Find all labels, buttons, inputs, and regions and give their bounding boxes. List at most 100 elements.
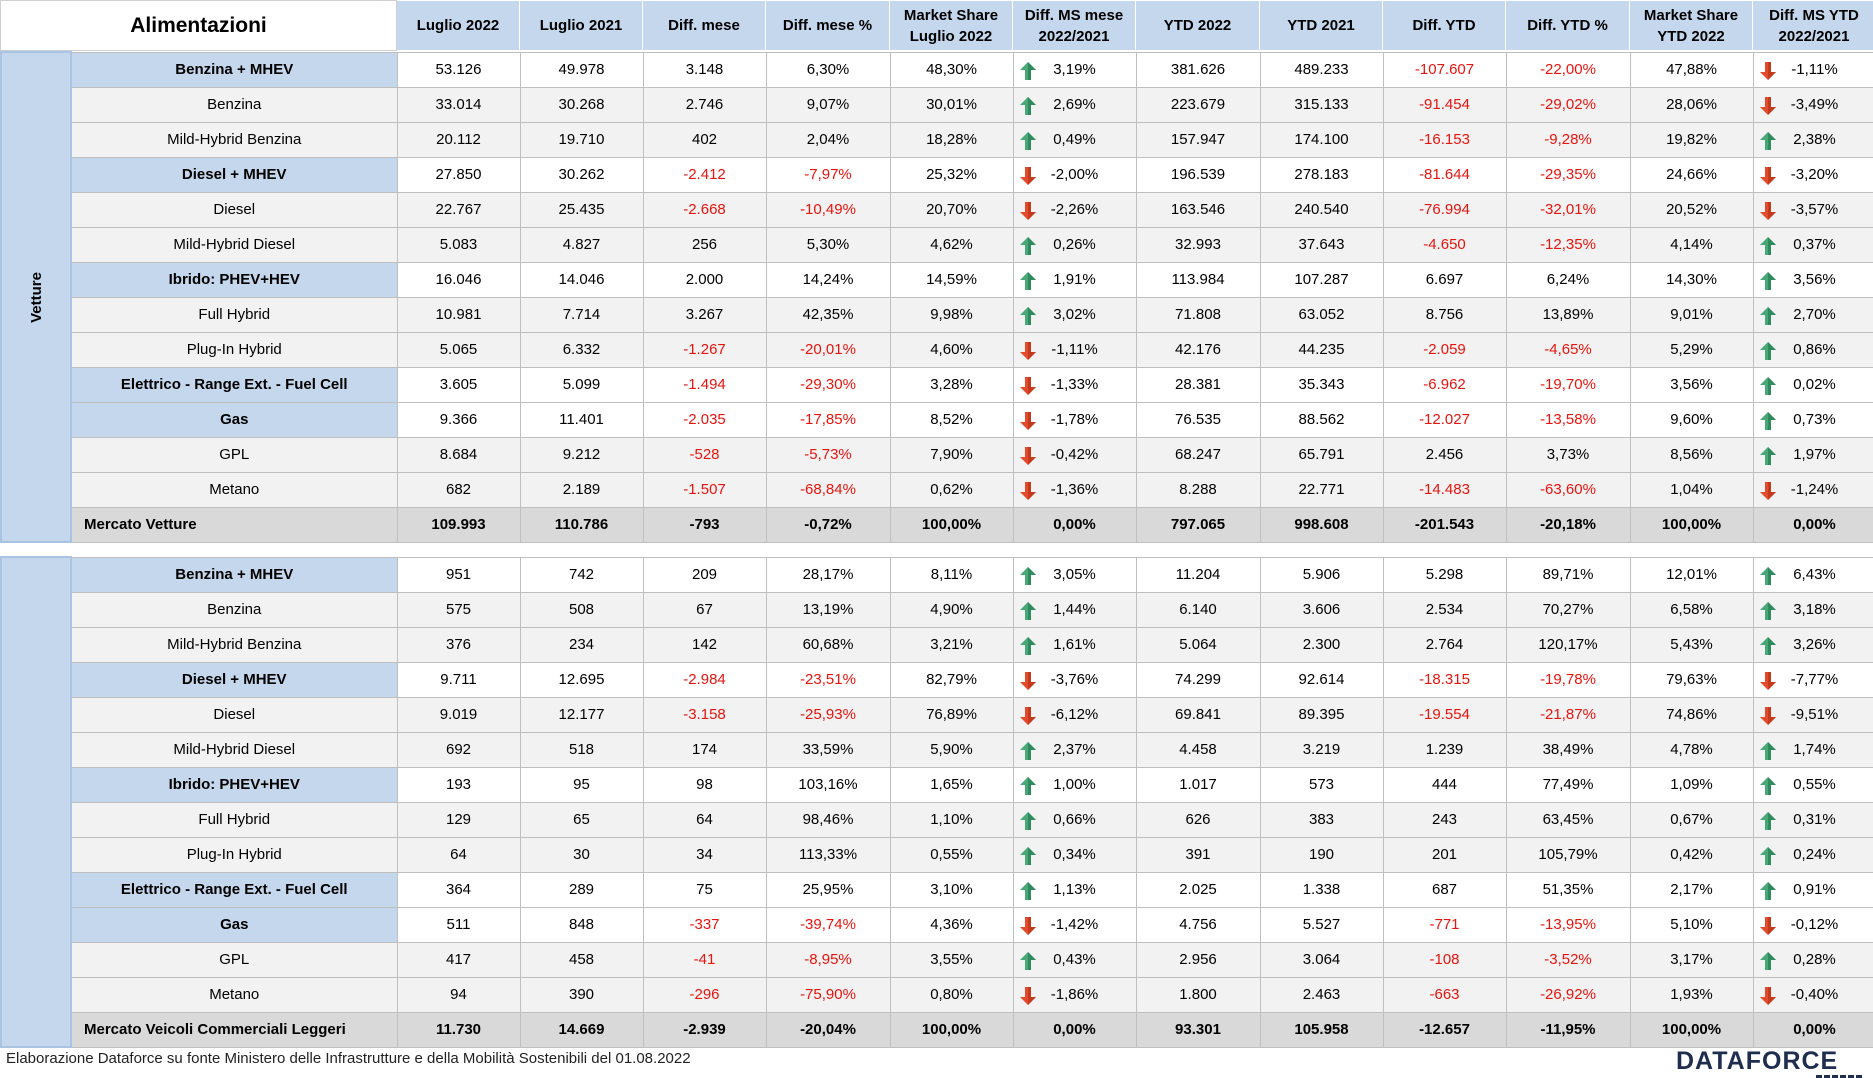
arrow-up-icon: [1759, 236, 1776, 255]
cell-value: 65.791: [1259, 436, 1384, 473]
cell-value: 5.527: [1259, 906, 1384, 943]
cell-value: -19.554: [1382, 696, 1507, 733]
arrow-up-icon: [1019, 601, 1036, 620]
cell-value: 2.746: [642, 86, 767, 123]
ms-diff-cell: 1,74%: [1752, 731, 1873, 768]
column-header-diff-ytd: Diff. YTD %: [1505, 0, 1630, 51]
arrow-down-icon: [1759, 706, 1776, 725]
cell-value: -201.543: [1382, 506, 1507, 543]
ms-diff-cell: 0,02%: [1752, 366, 1873, 403]
cell-value: 9.711: [396, 661, 521, 698]
arrow-up-icon: [1019, 776, 1036, 795]
cell-value: 0,43%: [1053, 951, 1096, 968]
cell-value: 2.956: [1135, 941, 1261, 978]
ms-diff-cell: 0,43%: [1012, 941, 1137, 978]
cell-value: 76.535: [1135, 401, 1261, 438]
cell-value: -63,60%: [1505, 471, 1631, 508]
table-row: Plug-In Hybrid 64 30 34 113,33% 0,55% 0,34% 391…: [1, 836, 1873, 873]
cell-value: -0,12%: [1790, 916, 1839, 933]
cell-value: 25.435: [519, 191, 644, 228]
cell-value: -29,02%: [1505, 86, 1631, 123]
table-row: GPL 8.684 9.212 -528 -5,73% 7,90% -0,42% 68.247…: [1, 436, 1873, 473]
ms-diff-cell: 3,05%: [1012, 556, 1137, 593]
arrow-down-icon: [1759, 481, 1776, 500]
row-label: Full Hybrid: [70, 801, 398, 838]
cell-value: 3.267: [642, 296, 767, 333]
cell-value: 3.606: [1259, 591, 1384, 628]
cell-value: -9,28%: [1505, 121, 1631, 158]
cell-value: 6.697: [1382, 261, 1507, 298]
arrow-up-icon: [1759, 131, 1776, 150]
cell-value: 13,19%: [765, 591, 891, 628]
ms-diff-cell: -0,12%: [1752, 906, 1873, 943]
cell-value: -8,95%: [765, 941, 891, 978]
ms-diff-cell: 1,97%: [1752, 436, 1873, 473]
cell-value: -3.158: [642, 696, 767, 733]
cell-value: 14,59%: [889, 261, 1014, 298]
cell-value: 14,24%: [765, 261, 891, 298]
ms-diff-cell: 0,73%: [1752, 401, 1873, 438]
cell-value: 89.395: [1259, 696, 1384, 733]
cell-value: 103,16%: [765, 766, 891, 803]
ms-diff-cell: 0,55%: [1752, 766, 1873, 803]
row-label: GPL: [70, 436, 398, 473]
cell-value: -5,73%: [765, 436, 891, 473]
cell-value: 682: [396, 471, 521, 508]
cell-value: 12.177: [519, 696, 644, 733]
cell-value: 89,71%: [1505, 556, 1631, 593]
cell-value: 100,00%: [889, 1011, 1014, 1048]
cell-value: -2,26%: [1050, 201, 1099, 218]
table-row: Diesel + MHEV 9.711 12.695 -2.984 -23,51% 82,…: [1, 661, 1873, 698]
arrow-up-icon: [1759, 376, 1776, 395]
row-label: Ibrido: PHEV+HEV: [70, 766, 398, 803]
row-label: Plug-In Hybrid: [70, 331, 398, 368]
cell-value: 3,26%: [1793, 636, 1836, 653]
cell-value: 163.546: [1135, 191, 1261, 228]
cell-value: 2.300: [1259, 626, 1384, 663]
cell-value: 98,46%: [765, 801, 891, 838]
section-vetture: Vetture Benzina + MHEV 53.126 49.978 3.148 6,…: [0, 51, 1873, 543]
row-label: Ibrido: PHEV+HEV: [70, 261, 398, 298]
cell-value: 60,68%: [765, 626, 891, 663]
cell-value: 2,17%: [1629, 871, 1754, 908]
ms-diff-cell: -1,86%: [1012, 976, 1137, 1013]
cell-value: -17,85%: [765, 401, 891, 438]
cell-value: 209: [642, 556, 767, 593]
cell-value: 3,18%: [1793, 601, 1836, 618]
cell-value: 1,91%: [1053, 271, 1096, 288]
cell-value: 0,80%: [889, 976, 1014, 1013]
cell-value: 575: [396, 591, 521, 628]
cell-value: 0,37%: [1793, 236, 1836, 253]
cell-value: 42,35%: [765, 296, 891, 333]
ms-diff-cell: 0,34%: [1012, 836, 1137, 873]
cell-value: 28.381: [1135, 366, 1261, 403]
arrow-down-icon: [1019, 376, 1036, 395]
cell-value: 234: [519, 626, 644, 663]
cell-value: 573: [1259, 766, 1384, 803]
cell-value: 33.014: [396, 86, 521, 123]
ms-diff-cell: 3,19%: [1012, 51, 1137, 88]
cell-value: 9,60%: [1629, 401, 1754, 438]
cell-value: 0,91%: [1793, 881, 1836, 898]
cell-value: 1,44%: [1053, 601, 1096, 618]
cell-value: 1.338: [1259, 871, 1384, 908]
arrow-up-icon: [1019, 271, 1036, 290]
cell-value: 8.684: [396, 436, 521, 473]
cell-value: -1,11%: [1051, 341, 1098, 358]
cell-value: 24,66%: [1629, 156, 1754, 193]
cell-value: 5,29%: [1629, 331, 1754, 368]
cell-value: 240.540: [1259, 191, 1384, 228]
cell-value: 6.332: [519, 331, 644, 368]
table-row: Diesel + MHEV 27.850 30.262 -2.412 -7,97% 25,…: [1, 156, 1873, 193]
ms-diff-cell: 2,37%: [1012, 731, 1137, 768]
cell-value: -76.994: [1382, 191, 1507, 228]
ms-diff-cell: -3,76%: [1012, 661, 1137, 698]
arrow-up-icon: [1759, 341, 1776, 360]
cell-value: 9.019: [396, 696, 521, 733]
arrow-down-icon: [1759, 166, 1776, 185]
column-header-diff-mese: Diff. mese: [642, 0, 766, 51]
arrow-down-icon: [1019, 671, 1036, 690]
column-header-ytd-2022: YTD 2022: [1135, 0, 1260, 51]
arrow-down-icon: [1019, 201, 1036, 220]
arrow-up-icon: [1759, 601, 1776, 620]
